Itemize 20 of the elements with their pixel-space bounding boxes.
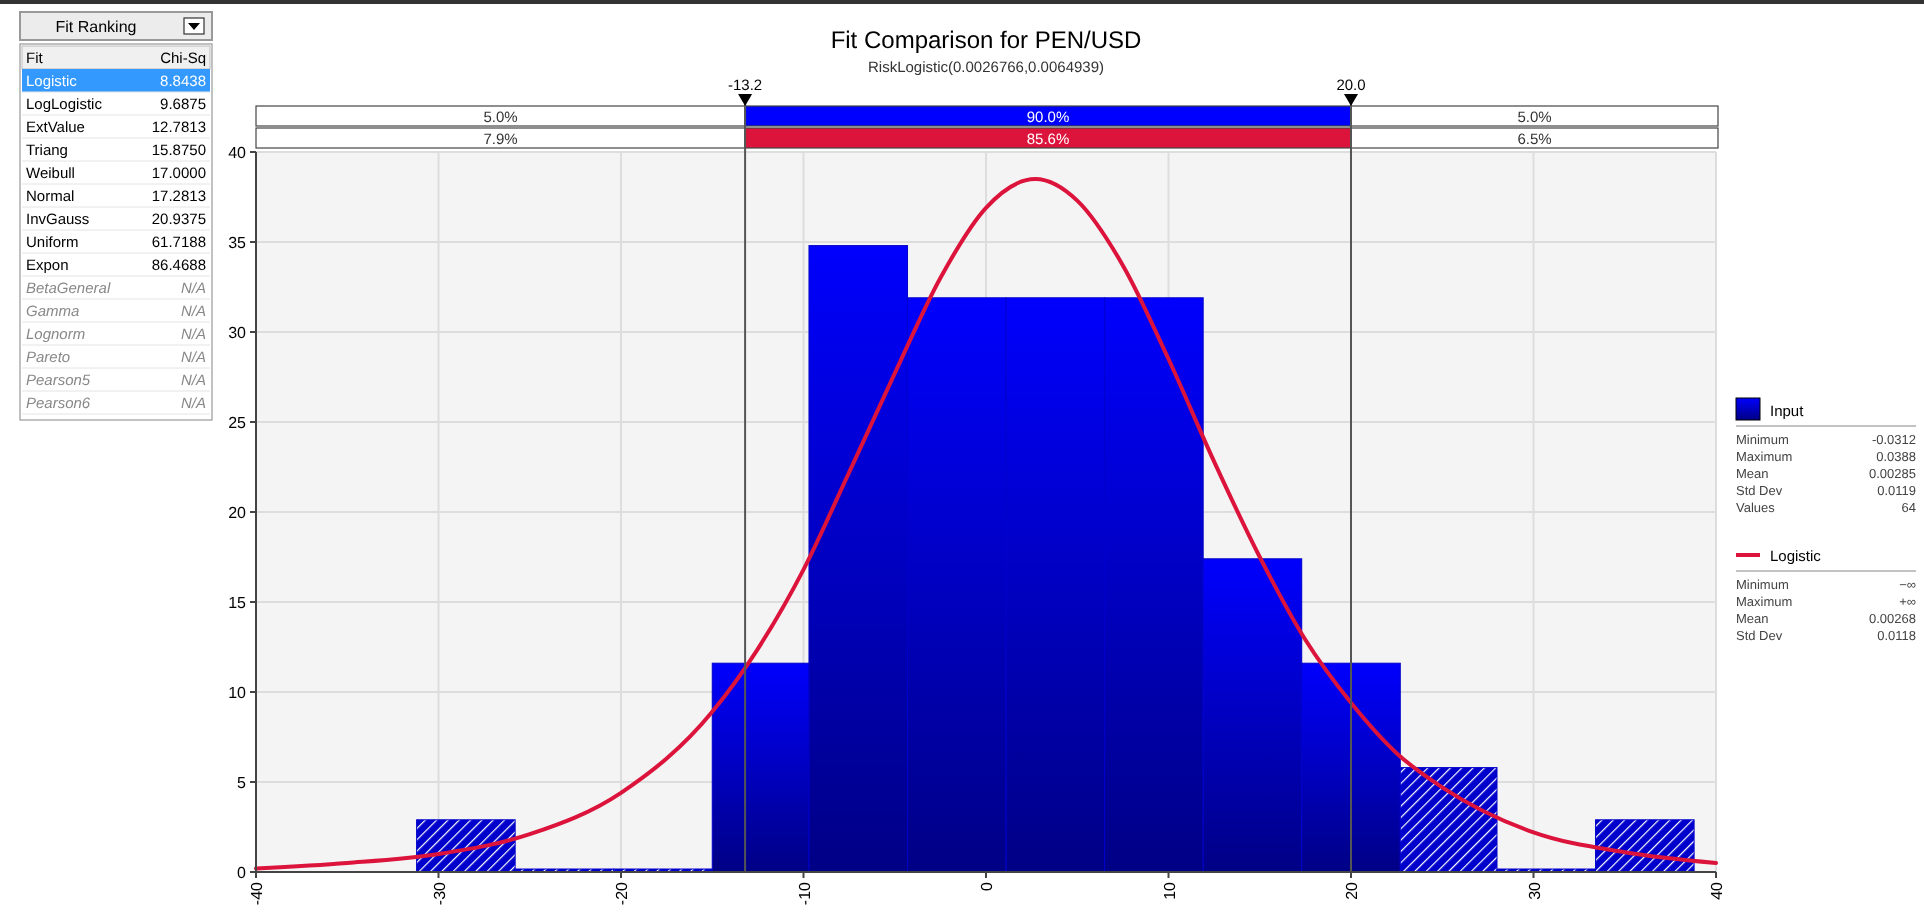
x-tick-label: 20 [1343, 880, 1361, 900]
x-tick-label: 0 [978, 880, 996, 891]
chart-title: Fit Comparison for PEN/USD [830, 26, 1143, 54]
x-tick-label: -40 [248, 880, 266, 906]
x-tick-label: -10 [795, 880, 814, 906]
y-tick-label: 20 [228, 504, 248, 522]
x-tick-label: -20 [613, 880, 631, 906]
y-tick-label: 40 [228, 144, 248, 162]
y-tick-label: 0 [237, 864, 248, 882]
text: Fit Ranking [55, 18, 137, 36]
x-tick-label: -30 [430, 880, 449, 906]
y-tick-label: 25 [228, 414, 248, 432]
x-tick-label: 40 [1708, 880, 1726, 900]
y-tick-label: 10 [228, 684, 248, 702]
y-tick-label: 15 [228, 594, 248, 612]
x-tick-label: 10 [1160, 880, 1179, 900]
x-tick-label: 30 [1525, 880, 1544, 900]
y-tick-label: 5 [237, 774, 248, 792]
y-tick-label: 35 [228, 234, 248, 252]
y-tick-label: 30 [228, 324, 248, 342]
